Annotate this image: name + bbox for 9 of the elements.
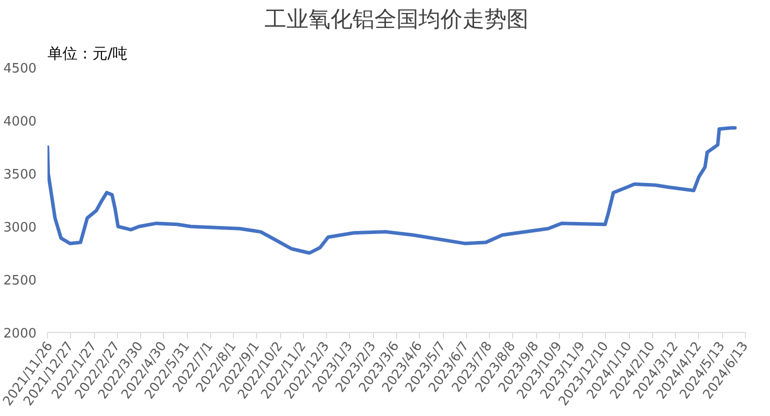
y-axis-title: 单位：元/吨 <box>48 44 128 62</box>
chart-title: 工业氧化铝全国均价走势图 <box>264 8 528 32</box>
y-tick-label: 4000 <box>3 114 37 130</box>
y-tick-label: 3000 <box>3 220 37 236</box>
line-series <box>48 126 737 255</box>
y-tick-label: 3500 <box>3 168 37 182</box>
y-tick-label: 2000 <box>3 326 37 342</box>
y-tick-label: 4500 <box>3 62 37 76</box>
y-tick-label: 2500 <box>3 274 37 288</box>
